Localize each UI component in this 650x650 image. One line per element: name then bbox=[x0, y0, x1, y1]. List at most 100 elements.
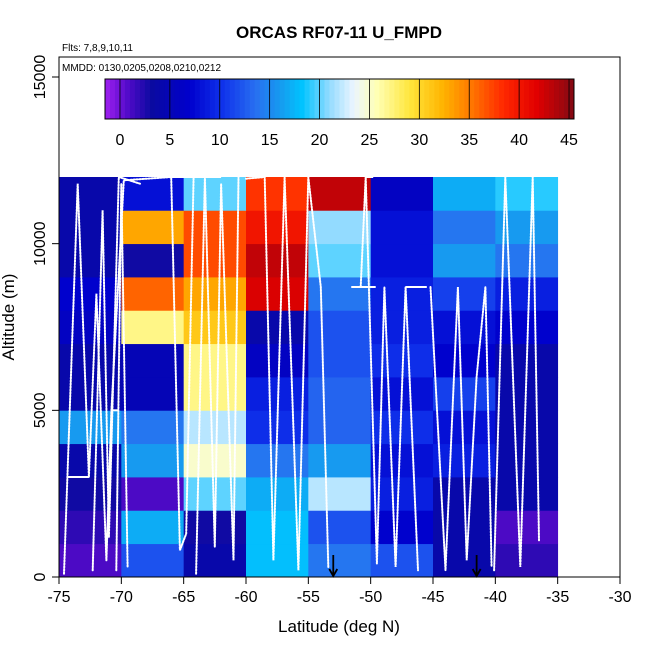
colorbar-swatch bbox=[169, 79, 176, 119]
colorbar-swatch bbox=[174, 79, 181, 119]
heatmap-cell bbox=[495, 277, 559, 311]
colorbar-swatch bbox=[294, 79, 301, 119]
down-arrow-head bbox=[471, 568, 482, 578]
colorbar-swatch bbox=[154, 79, 161, 119]
colorbar-swatch bbox=[129, 79, 136, 119]
flight-track bbox=[493, 176, 540, 572]
heatmap-cell bbox=[59, 477, 122, 511]
heatmap-cell bbox=[121, 210, 185, 245]
colorbar-swatch bbox=[319, 79, 326, 119]
x-tick-label: -45 bbox=[421, 589, 444, 606]
colorbar-swatch bbox=[419, 79, 425, 119]
flight-track bbox=[195, 176, 240, 575]
heatmap-cell bbox=[183, 243, 247, 278]
colorbar-swatch bbox=[529, 79, 535, 119]
heatmap-cell bbox=[183, 410, 247, 445]
colorbar-swatch bbox=[324, 79, 331, 119]
colorbar-swatch bbox=[559, 79, 565, 119]
colorbar-swatch bbox=[544, 79, 550, 119]
colorbar-swatch bbox=[364, 79, 370, 119]
y-tick-label: 0 bbox=[32, 572, 49, 581]
flight-track bbox=[429, 286, 493, 571]
colorbar-swatch bbox=[209, 79, 216, 119]
colorbar-swatch bbox=[464, 79, 470, 119]
colorbar-swatch bbox=[254, 79, 261, 119]
colorbar-swatch bbox=[459, 79, 465, 119]
colorbar-swatch bbox=[304, 79, 311, 119]
colorbar-tick-label: 35 bbox=[460, 132, 478, 149]
colorbar-swatch bbox=[189, 79, 196, 119]
heatmap-cell bbox=[370, 277, 434, 311]
colorbar-swatch bbox=[109, 79, 116, 119]
colorbar-swatch bbox=[484, 79, 490, 119]
heatmap-cell bbox=[370, 310, 434, 345]
x-tick-label: -70 bbox=[110, 589, 133, 606]
colorbar-swatch bbox=[224, 79, 231, 119]
colorbar-swatch bbox=[219, 79, 226, 119]
colorbar-swatch bbox=[444, 79, 450, 119]
heatmap-cell bbox=[433, 410, 496, 445]
heatmap-cell bbox=[370, 510, 434, 545]
heatmap-cell bbox=[121, 343, 185, 378]
colorbar-frame bbox=[104, 78, 575, 120]
y-tick-label: 10000 bbox=[32, 221, 49, 266]
colorbar-swatch bbox=[374, 79, 380, 119]
heatmap-cell bbox=[246, 243, 309, 278]
heatmap-cell bbox=[370, 243, 434, 278]
heatmap-cell bbox=[370, 210, 434, 245]
colorbar-swatch bbox=[334, 79, 340, 119]
colorbar-tick-label: 0 bbox=[116, 132, 125, 149]
colorbar-swatch bbox=[299, 79, 306, 119]
heatmap-cell bbox=[121, 177, 185, 211]
heatmap-cell bbox=[433, 377, 496, 411]
colorbar-swatch bbox=[229, 79, 236, 119]
heatmap-cell bbox=[495, 443, 559, 478]
heatmap-cell bbox=[59, 277, 122, 311]
colorbar-swatch bbox=[214, 79, 221, 119]
colorbar-swatch bbox=[149, 79, 156, 119]
colorbar-swatch bbox=[234, 79, 241, 119]
colorbar-swatch bbox=[289, 79, 296, 119]
colorbar-swatch bbox=[194, 79, 201, 119]
colorbar-swatch bbox=[454, 79, 460, 119]
x-tick-label: -40 bbox=[484, 589, 507, 606]
colorbar-swatch bbox=[554, 79, 560, 119]
colorbar-swatch bbox=[394, 79, 400, 119]
x-axis: -75 -70 -65 -60 -55 -50 -45 -40 -35 -30 bbox=[47, 576, 632, 606]
dates-label: MMDD: 0130,0205,0208,0210,0212 bbox=[62, 63, 221, 74]
x-tick-label: -65 bbox=[172, 589, 195, 606]
flight-track bbox=[91, 175, 141, 572]
colorbar-swatch bbox=[474, 79, 480, 119]
heatmap-cell bbox=[495, 477, 559, 511]
colorbar-swatch bbox=[314, 79, 321, 119]
colorbar-tick-label: 5 bbox=[165, 132, 174, 149]
x-tick-label: -60 bbox=[234, 589, 257, 606]
heatmap-cell bbox=[495, 543, 559, 578]
colorbar-swatch bbox=[159, 79, 166, 119]
heatmap-cell bbox=[183, 543, 247, 578]
heatmap-cell bbox=[433, 543, 496, 578]
heatmap-cell bbox=[495, 510, 559, 545]
colorbar-swatch bbox=[549, 79, 555, 119]
colorbar-swatch bbox=[119, 79, 126, 119]
down-arrow-head bbox=[328, 568, 339, 578]
colorbar-swatch bbox=[279, 79, 286, 119]
heatmap-cell bbox=[495, 210, 559, 245]
heatmap-cell bbox=[370, 477, 434, 511]
heatmap-cell bbox=[59, 343, 122, 378]
colorbar-swatch bbox=[499, 79, 505, 119]
heatmap-cell bbox=[433, 210, 496, 245]
heatmap-cell bbox=[495, 243, 559, 278]
heatmap-cell bbox=[59, 543, 122, 578]
colorbar-swatch bbox=[184, 79, 191, 119]
heatmap-cell bbox=[246, 210, 309, 245]
colorbar-swatch bbox=[524, 79, 530, 119]
chart-title: ORCAS RF07-11 U_FMPD bbox=[236, 23, 442, 42]
heatmap-cell bbox=[246, 343, 309, 378]
heatmap-cell bbox=[370, 177, 434, 211]
heatmap-cell bbox=[308, 443, 372, 478]
colorbar-tick-label: 45 bbox=[560, 132, 578, 149]
y-tick-label: 5000 bbox=[32, 392, 49, 428]
colorbar-swatch bbox=[509, 79, 515, 119]
heatmap-cell bbox=[308, 377, 372, 411]
